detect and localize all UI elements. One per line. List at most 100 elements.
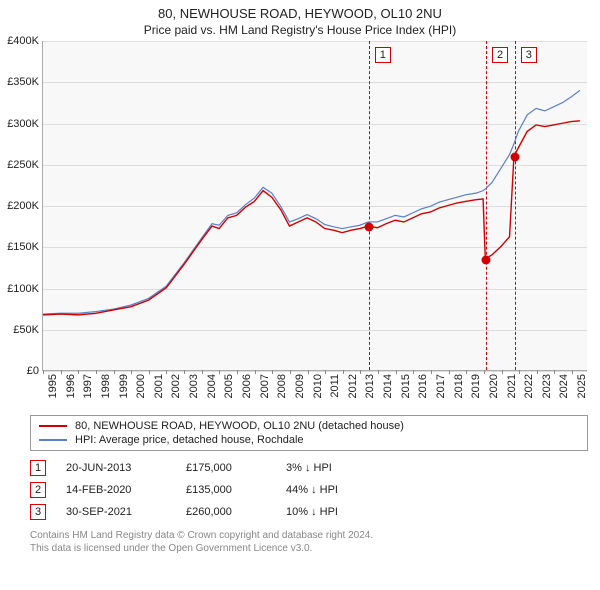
event-row: 2 14-FEB-2020 £135,000 44% ↓ HPI <box>30 479 588 501</box>
y-axis-label: £350K <box>7 76 39 88</box>
x-axis-label: 2000 <box>135 374 147 398</box>
x-tick <box>61 370 62 374</box>
x-axis-label: 2023 <box>541 374 553 398</box>
x-tick <box>466 370 467 374</box>
x-tick <box>78 370 79 374</box>
event-row: 3 30-SEP-2021 £260,000 10% ↓ HPI <box>30 501 588 523</box>
y-axis-label: £0 <box>27 365 39 377</box>
x-axis-label: 1999 <box>118 374 130 398</box>
chart-lines <box>43 41 587 370</box>
x-tick <box>325 370 326 374</box>
attribution-footer: Contains HM Land Registry data © Crown c… <box>30 529 588 555</box>
event-delta: 10% ↓ HPI <box>286 506 386 518</box>
y-axis-label: £250K <box>7 159 39 171</box>
x-tick <box>237 370 238 374</box>
chart-title: 80, NEWHOUSE ROAD, HEYWOOD, OL10 2NU <box>0 0 600 21</box>
x-tick <box>343 370 344 374</box>
x-tick <box>308 370 309 374</box>
x-axis-label: 2014 <box>382 374 394 398</box>
x-axis-label: 2022 <box>523 374 535 398</box>
x-axis-label: 1997 <box>82 374 94 398</box>
x-tick <box>360 370 361 374</box>
event-delta: 3% ↓ HPI <box>286 462 386 474</box>
event-date: 14-FEB-2020 <box>66 484 166 496</box>
legend-label: HPI: Average price, detached house, Roch… <box>75 434 304 446</box>
event-row: 1 20-JUN-2013 £175,000 3% ↓ HPI <box>30 457 588 479</box>
event-date: 20-JUN-2013 <box>66 462 166 474</box>
x-tick <box>184 370 185 374</box>
chart-subtitle: Price paid vs. HM Land Registry's House … <box>0 21 600 41</box>
price-marker <box>364 222 373 231</box>
y-axis-label: £300K <box>7 118 39 130</box>
price-marker <box>510 152 519 161</box>
x-tick <box>519 370 520 374</box>
x-tick <box>96 370 97 374</box>
legend: 80, NEWHOUSE ROAD, HEYWOOD, OL10 2NU (de… <box>30 415 588 451</box>
x-axis-label: 2013 <box>364 374 376 398</box>
x-tick <box>554 370 555 374</box>
x-axis-label: 2015 <box>400 374 412 398</box>
event-number-badge: 3 <box>30 504 46 520</box>
x-axis-label: 2008 <box>276 374 288 398</box>
y-axis-label: £150K <box>7 241 39 253</box>
x-tick <box>396 370 397 374</box>
x-tick <box>149 370 150 374</box>
x-axis-label: 2024 <box>558 374 570 398</box>
x-axis-label: 2019 <box>470 374 482 398</box>
series-line-hpi <box>43 90 580 314</box>
x-axis-label: 2007 <box>259 374 271 398</box>
x-tick <box>378 370 379 374</box>
legend-item: 80, NEWHOUSE ROAD, HEYWOOD, OL10 2NU (de… <box>39 419 579 433</box>
y-axis-label: £50K <box>13 324 39 336</box>
y-axis-label: £200K <box>7 200 39 212</box>
x-axis-label: 1995 <box>47 374 59 398</box>
legend-swatch <box>39 439 67 441</box>
legend-swatch <box>39 425 67 427</box>
x-tick <box>484 370 485 374</box>
x-tick <box>413 370 414 374</box>
price-marker <box>482 255 491 264</box>
x-axis-label: 2004 <box>206 374 218 398</box>
x-tick <box>255 370 256 374</box>
gridline <box>43 371 587 372</box>
x-axis-label: 2001 <box>153 374 165 398</box>
y-axis-label: £400K <box>7 35 39 47</box>
event-number-badge: 1 <box>30 460 46 476</box>
x-axis-label: 1996 <box>65 374 77 398</box>
legend-label: 80, NEWHOUSE ROAD, HEYWOOD, OL10 2NU (de… <box>75 420 404 432</box>
event-number-badge: 2 <box>30 482 46 498</box>
events-table: 1 20-JUN-2013 £175,000 3% ↓ HPI 2 14-FEB-2020… <box>30 457 588 523</box>
series-line-price_paid <box>43 121 580 315</box>
x-tick <box>290 370 291 374</box>
x-axis-label: 2020 <box>488 374 500 398</box>
legend-item: HPI: Average price, detached house, Roch… <box>39 433 579 447</box>
x-axis-label: 2005 <box>223 374 235 398</box>
x-axis-label: 2018 <box>453 374 465 398</box>
x-tick <box>431 370 432 374</box>
event-price: £260,000 <box>186 506 266 518</box>
footer-line: Contains HM Land Registry data © Crown c… <box>30 529 588 542</box>
x-axis-label: 2002 <box>170 374 182 398</box>
y-axis-label: £100K <box>7 283 39 295</box>
event-date: 30-SEP-2021 <box>66 506 166 518</box>
event-delta: 44% ↓ HPI <box>286 484 386 496</box>
footer-line: This data is licensed under the Open Gov… <box>30 542 588 555</box>
x-axis-label: 2009 <box>294 374 306 398</box>
x-axis-label: 2017 <box>435 374 447 398</box>
event-price: £135,000 <box>186 484 266 496</box>
x-tick <box>114 370 115 374</box>
x-tick <box>502 370 503 374</box>
x-tick <box>572 370 573 374</box>
x-axis-label: 2006 <box>241 374 253 398</box>
x-axis-label: 2010 <box>312 374 324 398</box>
x-tick <box>272 370 273 374</box>
x-axis-label: 2011 <box>329 374 341 398</box>
x-axis-label: 2021 <box>506 374 518 398</box>
x-tick <box>219 370 220 374</box>
x-axis-label: 2012 <box>347 374 359 398</box>
x-axis-label: 2025 <box>576 374 588 398</box>
x-tick <box>202 370 203 374</box>
x-tick <box>537 370 538 374</box>
x-tick <box>449 370 450 374</box>
event-price: £175,000 <box>186 462 266 474</box>
